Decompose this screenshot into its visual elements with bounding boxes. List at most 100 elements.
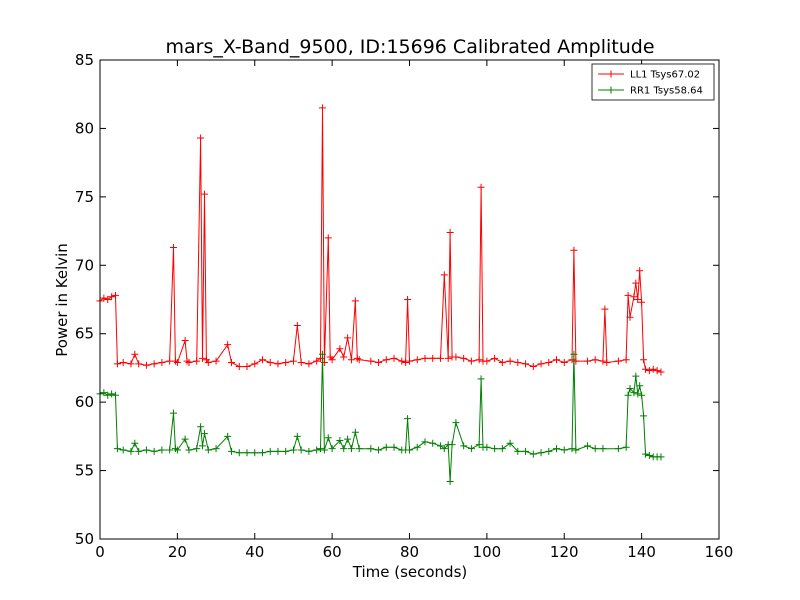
- data-point: [224, 341, 232, 349]
- legend-label-rr1: RR1 Tsys58.64: [630, 86, 703, 97]
- data-point: [599, 357, 607, 365]
- data-point: [274, 360, 282, 368]
- data-point: [344, 334, 352, 342]
- data-point: [100, 294, 108, 302]
- data-point: [452, 419, 460, 427]
- data-point: [173, 358, 181, 366]
- data-point: [289, 357, 297, 365]
- data-point: [212, 357, 220, 365]
- data-point: [235, 363, 243, 371]
- x-axis-label: Time (seconds): [352, 563, 468, 581]
- y-axis-label: Power in Kelvin: [53, 243, 71, 357]
- data-point: [347, 445, 355, 453]
- data-point: [446, 228, 454, 236]
- data-point: [113, 360, 121, 368]
- data-point: [421, 438, 429, 446]
- data-point: [514, 447, 522, 455]
- y-tick-label: 85: [75, 51, 94, 69]
- data-point: [560, 446, 568, 454]
- legend-box: [591, 63, 715, 101]
- data-point: [626, 313, 634, 321]
- x-tick-label: 80: [400, 543, 419, 561]
- data-point: [318, 104, 326, 112]
- x-tick-label: 120: [550, 543, 579, 561]
- data-point: [297, 358, 305, 366]
- data-point: [641, 365, 649, 373]
- data-point: [398, 357, 406, 365]
- data-point: [506, 357, 514, 365]
- data-point: [429, 354, 437, 362]
- data-point: [150, 447, 158, 455]
- y-tick-label: 75: [75, 188, 94, 206]
- data-point: [475, 441, 483, 449]
- data-point: [204, 358, 212, 366]
- data-point: [475, 356, 483, 364]
- data-point: [170, 409, 178, 417]
- data-point: [131, 350, 139, 358]
- data-point: [135, 447, 143, 455]
- data-point: [305, 360, 313, 368]
- data-point: [297, 446, 305, 454]
- data-point: [282, 447, 290, 455]
- data-point: [638, 298, 646, 306]
- data-point: [640, 356, 648, 364]
- data-point: [460, 442, 468, 450]
- data-point: [305, 447, 313, 455]
- data-point: [522, 360, 530, 368]
- data-point: [351, 297, 359, 305]
- data-point: [313, 357, 321, 365]
- data-point: [553, 445, 561, 453]
- data-point: [545, 358, 553, 366]
- data-point: [467, 357, 475, 365]
- data-point: [108, 390, 116, 398]
- legend: LL1 Tsys67.02 RR1 Tsys58.64: [591, 63, 715, 101]
- data-point: [570, 246, 578, 254]
- data-point: [591, 356, 599, 364]
- data-point: [537, 360, 545, 368]
- data-point: [336, 345, 344, 353]
- data-point: [173, 446, 181, 454]
- data-point: [142, 361, 150, 369]
- data-point: [199, 354, 207, 362]
- data-point: [181, 435, 189, 443]
- data-point: [200, 190, 208, 198]
- data-point: [404, 415, 412, 423]
- data-point: [553, 356, 561, 364]
- data-point: [111, 291, 119, 299]
- data-point: [324, 234, 332, 242]
- data-point: [166, 446, 174, 454]
- data-point: [446, 478, 454, 486]
- data-point: [522, 447, 530, 455]
- data-point: [293, 432, 301, 440]
- legend-label-ll1: LL1 Tsys67.02: [630, 70, 700, 81]
- data-point: [657, 453, 665, 461]
- data-point: [251, 449, 259, 457]
- data-point: [406, 357, 413, 365]
- data-point: [243, 363, 251, 371]
- data-point: [347, 356, 355, 364]
- data-point: [641, 450, 649, 458]
- data-point: [653, 367, 661, 375]
- x-tick-label: 0: [95, 543, 105, 561]
- data-point: [448, 441, 456, 449]
- data-point: [440, 271, 448, 279]
- data-point: [390, 443, 398, 451]
- data-point: [367, 445, 375, 453]
- x-tick-label: 140: [627, 543, 656, 561]
- data-point: [640, 412, 648, 420]
- x-tick-label: 160: [705, 543, 734, 561]
- x-tick-label: 40: [245, 543, 264, 561]
- data-point: [266, 358, 274, 366]
- data-point: [150, 360, 158, 368]
- data-point: [591, 445, 599, 453]
- data-point: [452, 353, 460, 361]
- series-rr1: [96, 350, 665, 486]
- data-point: [440, 445, 448, 453]
- data-point: [436, 442, 444, 450]
- data-point: [274, 447, 282, 455]
- data-point: [351, 428, 359, 436]
- y-tick-label: 80: [75, 119, 94, 137]
- data-point: [181, 337, 189, 345]
- data-point: [328, 356, 336, 364]
- data-point: [185, 446, 193, 454]
